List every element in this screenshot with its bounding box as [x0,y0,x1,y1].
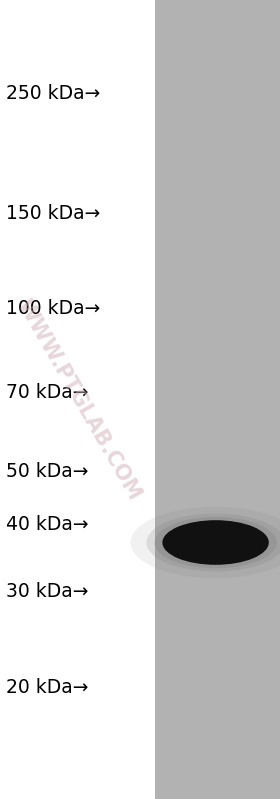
Text: 20 kDa→: 20 kDa→ [6,678,88,697]
Text: 150 kDa→: 150 kDa→ [6,204,100,223]
Text: WWW.PTGLAB.COM: WWW.PTGLAB.COM [13,296,144,503]
Ellipse shape [155,517,277,568]
Text: 50 kDa→: 50 kDa→ [6,462,88,481]
Bar [155,0,280,799]
Text: 40 kDa→: 40 kDa→ [6,515,88,534]
Ellipse shape [146,514,280,571]
Text: 250 kDa→: 250 kDa→ [6,84,100,103]
Text: 30 kDa→: 30 kDa→ [6,582,88,602]
Text: 70 kDa→: 70 kDa→ [6,383,88,402]
Text: 100 kDa→: 100 kDa→ [6,299,100,318]
Ellipse shape [162,520,269,565]
Ellipse shape [130,507,280,578]
